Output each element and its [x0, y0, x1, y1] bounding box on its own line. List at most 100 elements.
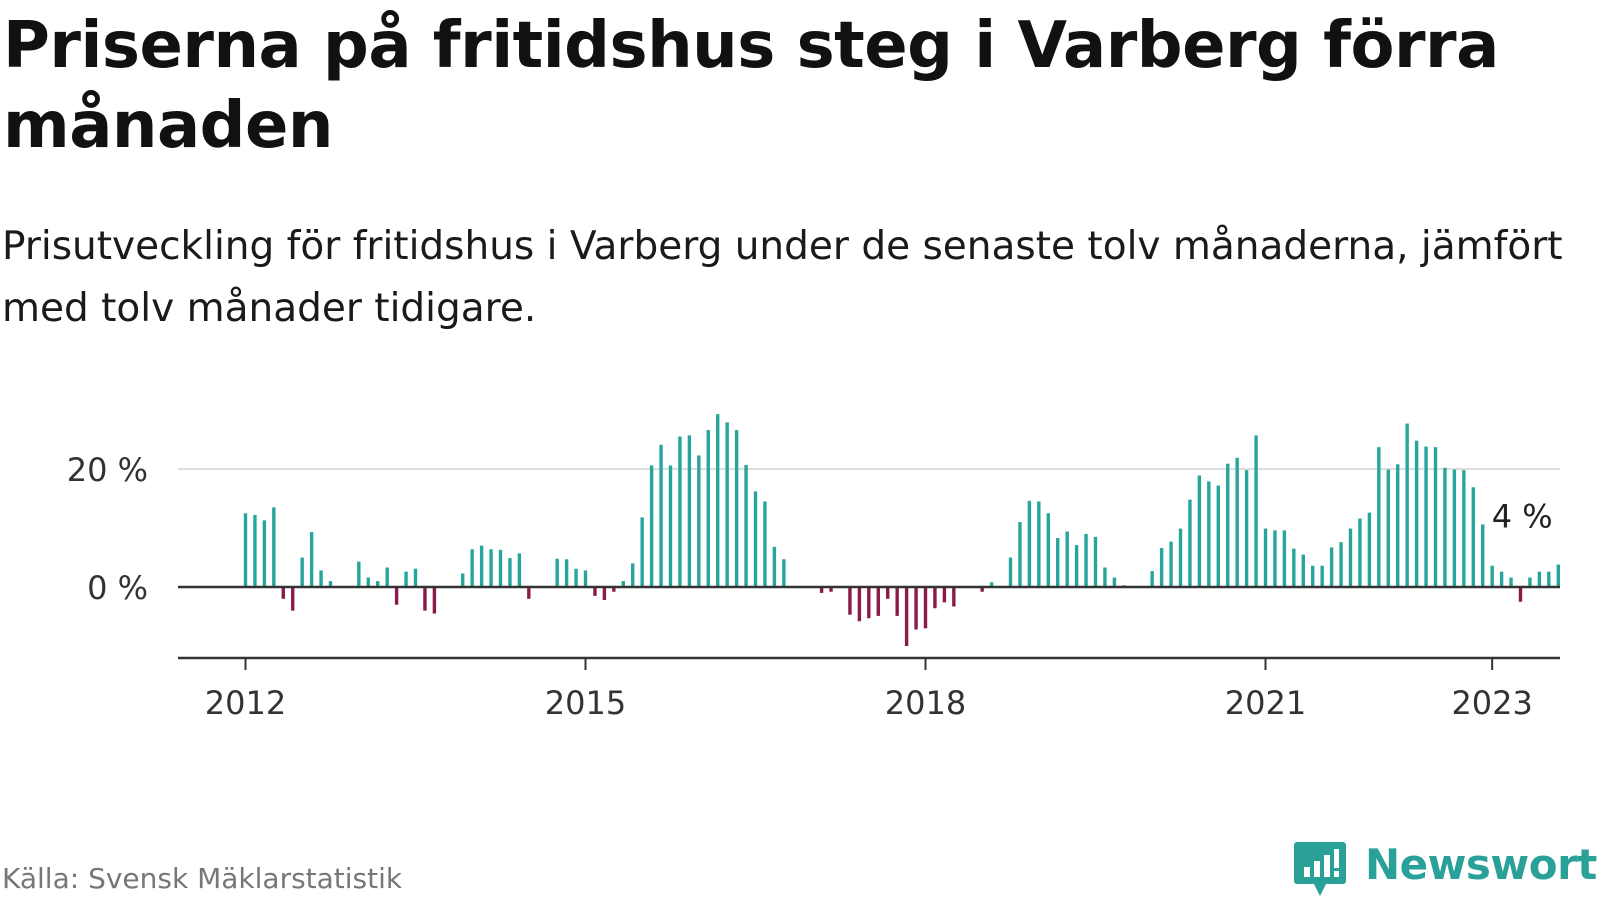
bar: [1462, 470, 1466, 587]
bar: [309, 532, 314, 587]
bar: [1414, 440, 1419, 587]
bar: [1518, 587, 1523, 602]
bar: [725, 422, 729, 587]
bar: [744, 464, 748, 587]
bar: [1037, 501, 1041, 587]
y-tick-label: 20 %: [67, 451, 148, 489]
bar: [819, 587, 824, 593]
bar: [262, 520, 267, 587]
bar: [649, 465, 654, 587]
x-tick-label: 2018: [885, 684, 966, 722]
bar: [357, 561, 361, 587]
bar: [772, 546, 777, 587]
bar: [640, 517, 644, 587]
bar: [1150, 571, 1154, 587]
bar: [753, 491, 758, 587]
bar: [923, 587, 928, 629]
bar: [1084, 533, 1088, 587]
bar: [1207, 481, 1211, 587]
bar: [668, 465, 673, 587]
bar: [300, 557, 304, 587]
bar: [687, 435, 692, 587]
bar: [1386, 469, 1390, 587]
bar: [1056, 538, 1060, 587]
label-layer: 0 % 20 % 2012 2015 2018 2021 2023 4 %: [67, 451, 1553, 722]
bar: [1358, 518, 1362, 587]
bar: [1509, 577, 1513, 587]
bar: [508, 558, 512, 587]
bar: [1301, 554, 1305, 587]
newsworthy-logo[interactable]: Newsworthy: [1293, 840, 1600, 900]
bar: [413, 568, 418, 587]
bar: [1367, 512, 1372, 587]
axis-layer: [178, 585, 1560, 670]
bar: [564, 559, 569, 587]
bar: [829, 587, 833, 592]
bar: [678, 436, 682, 587]
bar: [1169, 541, 1173, 587]
bar: [1254, 435, 1258, 587]
bar: [706, 430, 710, 587]
bar: [1244, 470, 1249, 587]
bar: [593, 587, 597, 596]
bar: [1226, 463, 1230, 587]
bar: [1490, 565, 1494, 587]
bar-chart: 0 % 20 % 2012 2015 2018 2021 2023 4 %: [67, 414, 1560, 722]
bar: [933, 587, 937, 609]
bar: [253, 515, 257, 587]
bar: [980, 587, 984, 592]
bar: [479, 545, 484, 587]
bar: [423, 587, 427, 611]
bar: [1499, 571, 1504, 587]
source-note: Källa: Svensk Mäklarstatistik: [2, 862, 403, 895]
bar: [583, 570, 588, 587]
bar: [394, 587, 399, 605]
bar: [1405, 423, 1409, 587]
bar: [1074, 545, 1079, 587]
bar: [1263, 528, 1268, 587]
bar: [1481, 524, 1485, 587]
bar: [631, 563, 635, 587]
bar: [1311, 565, 1315, 587]
bar: [385, 567, 389, 587]
bar: [621, 581, 625, 587]
bar: [602, 587, 607, 600]
x-tick-label: 2021: [1225, 684, 1306, 722]
bar: [1452, 469, 1457, 587]
bar: [989, 582, 994, 587]
bar: [1008, 557, 1013, 587]
chart-subtitle: Prisutveckling för fritidshus i Varberg …: [2, 224, 1563, 331]
bar: [716, 414, 720, 587]
bar: [1339, 542, 1343, 587]
bar: [432, 587, 437, 614]
bar: [517, 553, 522, 587]
bar: [1556, 564, 1560, 587]
bar: [1159, 548, 1164, 587]
bar: [876, 587, 880, 616]
bar: [1273, 530, 1277, 587]
bar: [1282, 530, 1287, 587]
bar: [574, 568, 578, 587]
newsworthy-logo-icon: [1294, 842, 1346, 896]
bar: [243, 513, 248, 587]
bar: [1188, 499, 1192, 587]
x-tick-label: 2023: [1451, 684, 1532, 722]
bar: [366, 577, 370, 587]
bar: [1471, 487, 1475, 587]
bar: [291, 587, 295, 611]
bar: [867, 587, 871, 619]
data-label: 4 %: [1492, 497, 1553, 535]
bar: [1216, 485, 1220, 587]
y-tick-label: 0 %: [87, 569, 148, 607]
bar: [527, 587, 531, 599]
bar: [1093, 536, 1098, 587]
bar: [328, 581, 333, 587]
bar: [1178, 528, 1183, 587]
bar: [376, 581, 380, 587]
bar: [857, 587, 862, 622]
bar: [1528, 577, 1532, 587]
bar: [697, 455, 701, 587]
bar: [942, 587, 947, 603]
bar: [848, 587, 852, 615]
